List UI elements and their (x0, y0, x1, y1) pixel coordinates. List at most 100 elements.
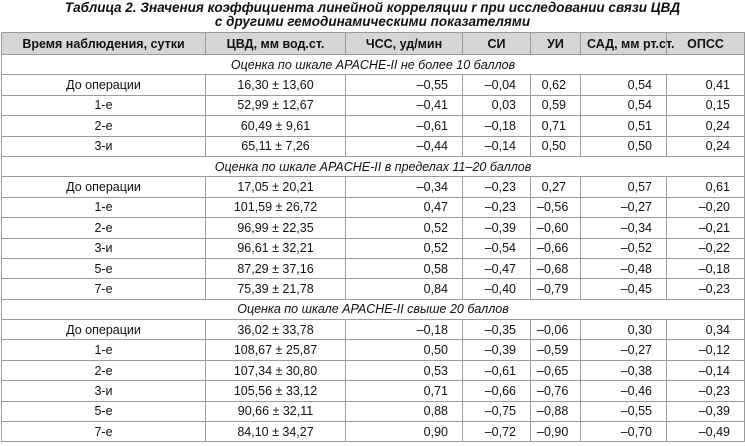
header-cell: СИ (462, 32, 531, 55)
table-cell: –0,35 (462, 319, 531, 341)
table-cell: 0,62 (530, 74, 581, 96)
data-row: До операции 36,02 ± 33,78 –0,18 –0,35 –0,06 0… (1, 319, 745, 341)
table-cell: 0,24 (666, 115, 745, 137)
table-cell: –0,52 (580, 237, 667, 259)
data-row: До операции 16,30 ± 13,60 –0,55 –0,04 0,62 0,… (1, 74, 745, 96)
table-cell: 0,50 (345, 339, 463, 361)
table-cell: 84,10 ± 34,27 (205, 421, 346, 443)
table-cell: –0,34 (345, 176, 463, 198)
table-cell: –0,18 (462, 115, 531, 137)
table-cell: 0,59 (530, 94, 581, 117)
table-cell: 7-е (1, 278, 206, 300)
header-row: Время наблюдения, сутки ЦВД, мм вод.ст. ЧС… (1, 32, 745, 55)
table-cell: –0,48 (580, 257, 667, 280)
table-cell: –0,90 (530, 421, 581, 443)
table-cell: 2-е (1, 115, 206, 137)
table-cell: 17,05 ± 20,21 (205, 176, 346, 198)
table-cell: 2-е (1, 217, 206, 239)
data-row: 3-и 105,56 ± 33,12 0,71 –0,66 –0,76 –0,46 –0,2… (1, 380, 745, 402)
table-cell: –0,40 (462, 278, 531, 300)
header-cell: ЦВД, мм вод.ст. (205, 32, 346, 55)
table-cell: 0,03 (462, 94, 531, 117)
table-cell: –0,60 (530, 217, 581, 239)
table-cell: 3-и (1, 135, 206, 157)
table-cell: –0,38 (580, 359, 667, 382)
table-cell: 16,30 ± 13,60 (205, 74, 346, 96)
data-row: 1-е 108,67 ± 25,87 0,50 –0,39 –0,59 –0,27 –0,1… (1, 339, 745, 361)
table-cell: –0,61 (462, 359, 531, 382)
table-cell: 0,15 (666, 94, 745, 117)
data-row: 2-е 107,34 ± 30,80 0,53 –0,61 –0,65 –0,38 –0,1… (1, 359, 745, 382)
section-row: Оценка по шкале APACHE-II в пределах 11–… (1, 155, 745, 178)
table-cell: 0,84 (345, 278, 463, 300)
table-cell: –0,56 (530, 196, 581, 219)
table-cell: 0,50 (580, 135, 667, 157)
table-title: Таблица 2. Значения коэффициента линейно… (0, 0, 745, 32)
table-cell: До операции (1, 176, 206, 198)
table-cell: 0,52 (345, 217, 463, 239)
table-cell: –0,54 (462, 237, 531, 259)
table-cell: –0,34 (580, 217, 667, 239)
table-cell: –0,47 (462, 257, 531, 280)
data-row: 5-е 90,66 ± 32,11 0,88 –0,75 –0,88 –0,55 –0,39 (1, 400, 745, 423)
table-cell: 5-е (1, 257, 206, 280)
table-cell: 0,24 (666, 135, 745, 157)
table-cell: 0,51 (580, 115, 667, 137)
table-cell: 0,27 (530, 176, 581, 198)
table-cell: 101,59 ± 26,72 (205, 196, 346, 219)
table-cell: 0,41 (666, 74, 745, 96)
data-table: Время наблюдения, сутки ЦВД, мм вод.ст. ЧС… (1, 32, 745, 443)
table-cell: –0,39 (666, 400, 745, 423)
table-cell: –0,39 (462, 217, 531, 239)
header-cell: Время наблюдения, сутки (1, 32, 206, 55)
table-cell: 0,58 (345, 257, 463, 280)
table-cell: –0,18 (666, 257, 745, 280)
table-cell: 1-е (1, 339, 206, 361)
table-cell: –0,39 (462, 339, 531, 361)
table-cell: 0,50 (530, 135, 581, 157)
data-row: 5-е 87,29 ± 37,16 0,58 –0,47 –0,68 –0,48 –0,18 (1, 257, 745, 280)
table-cell: 87,29 ± 37,16 (205, 257, 346, 280)
table-cell: До операции (1, 74, 206, 96)
table-cell: 3-и (1, 380, 206, 402)
table-cell: 0,47 (345, 196, 463, 219)
table-cell: 90,66 ± 32,11 (205, 400, 346, 423)
table-cell: 1-е (1, 196, 206, 219)
table-cell: –0,49 (666, 421, 745, 443)
table-cell: –0,44 (345, 135, 463, 157)
table-cell: 52,99 ± 12,67 (205, 94, 346, 117)
table-cell: –0,65 (530, 359, 581, 382)
section-label: Оценка по шкале APACHE-II не более 10 ба… (1, 53, 745, 76)
table-cell: 0,30 (580, 319, 667, 341)
header-cell: УИ (530, 32, 581, 55)
table-cell: 5-е (1, 400, 206, 423)
table-cell: –0,45 (580, 278, 667, 300)
table-cell: –0,12 (666, 339, 745, 361)
table-cell: –0,59 (530, 339, 581, 361)
data-row: 1-е 52,99 ± 12,67 –0,41 0,03 0,59 0,54 0,15 (1, 94, 745, 117)
table-cell: –0,46 (580, 380, 667, 402)
table-cell: –0,23 (666, 278, 745, 300)
table-cell: 0,61 (666, 176, 745, 198)
table-cell: 0,53 (345, 359, 463, 382)
table-cell: –0,79 (530, 278, 581, 300)
table-cell: 96,61 ± 32,21 (205, 237, 346, 259)
data-row: 3-и 96,61 ± 32,21 0,52 –0,54 –0,66 –0,52 –0,22 (1, 237, 745, 259)
table-cell: –0,14 (462, 135, 531, 157)
table-cell: 0,90 (345, 421, 463, 443)
section-label: Оценка по шкале APACHE-II свыше 20 балло… (1, 298, 745, 321)
section-row: Оценка по шкале APACHE-II не более 10 ба… (1, 53, 745, 76)
table-cell: –0,06 (530, 319, 581, 341)
table-cell: 0,34 (666, 319, 745, 341)
data-row: До операции 17,05 ± 20,21 –0,34 –0,23 0,27 0,… (1, 176, 745, 198)
title-line: Таблица 2. Значения коэффициента линейно… (64, 0, 681, 15)
data-row: 2-е 96,99 ± 22,35 0,52 –0,39 –0,60 –0,34 –0,21 (1, 217, 745, 239)
header-cell: ОПСС (666, 32, 745, 55)
table-cell: –0,72 (462, 421, 531, 443)
table-cell: –0,20 (666, 196, 745, 219)
table-cell: –0,23 (462, 196, 531, 219)
table-cell: 0,88 (345, 400, 463, 423)
table-cell: –0,21 (666, 217, 745, 239)
table-cell: –0,88 (530, 400, 581, 423)
table-cell: –0,23 (462, 176, 531, 198)
